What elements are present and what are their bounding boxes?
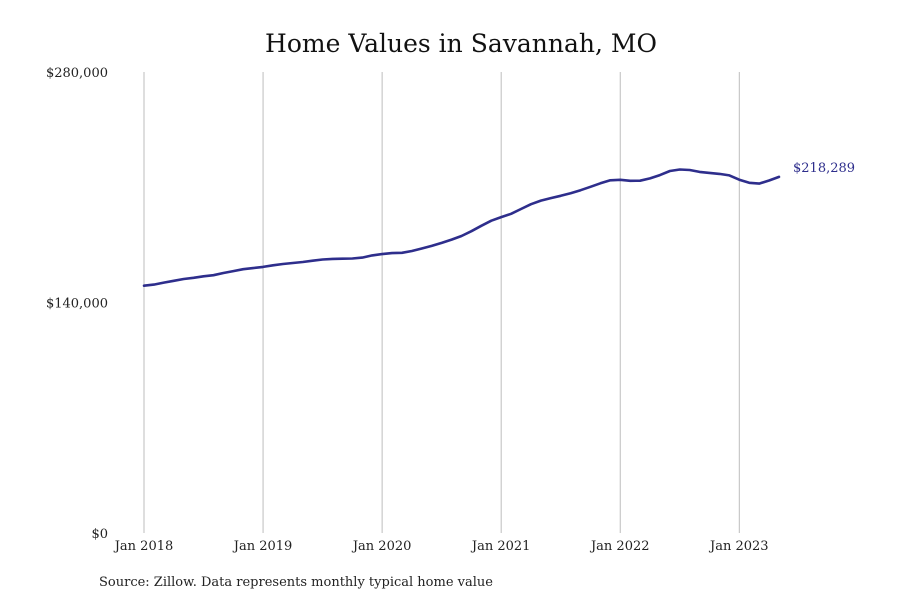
- series-line: [142, 168, 781, 288]
- gridlines: [143, 72, 740, 533]
- y-axis: $0 $140,000 $280,000: [46, 66, 108, 542]
- source-note: Source: Zillow. Data represents monthly …: [99, 575, 493, 590]
- y-tick-label: $140,000: [46, 297, 108, 312]
- x-axis: Jan 2018 Jan 2019 Jan 2020 Jan 2021 Jan 2022…: [113, 539, 769, 554]
- x-tick-label: Jan 2021: [470, 539, 531, 554]
- end-value-label: $218,289: [793, 161, 855, 176]
- y-tick-label: $280,000: [46, 66, 108, 81]
- x-tick-label: Jan 2018: [113, 539, 174, 554]
- chart-title: Home Values in Savannah, MO: [265, 29, 657, 58]
- x-tick-label: Jan 2020: [351, 539, 412, 554]
- x-tick-label: Jan 2019: [232, 539, 293, 554]
- series-layer: [142, 168, 781, 288]
- x-tick-label: Jan 2022: [589, 539, 650, 554]
- x-tick-label: Jan 2023: [708, 539, 769, 554]
- y-tick-label: $0: [91, 527, 108, 542]
